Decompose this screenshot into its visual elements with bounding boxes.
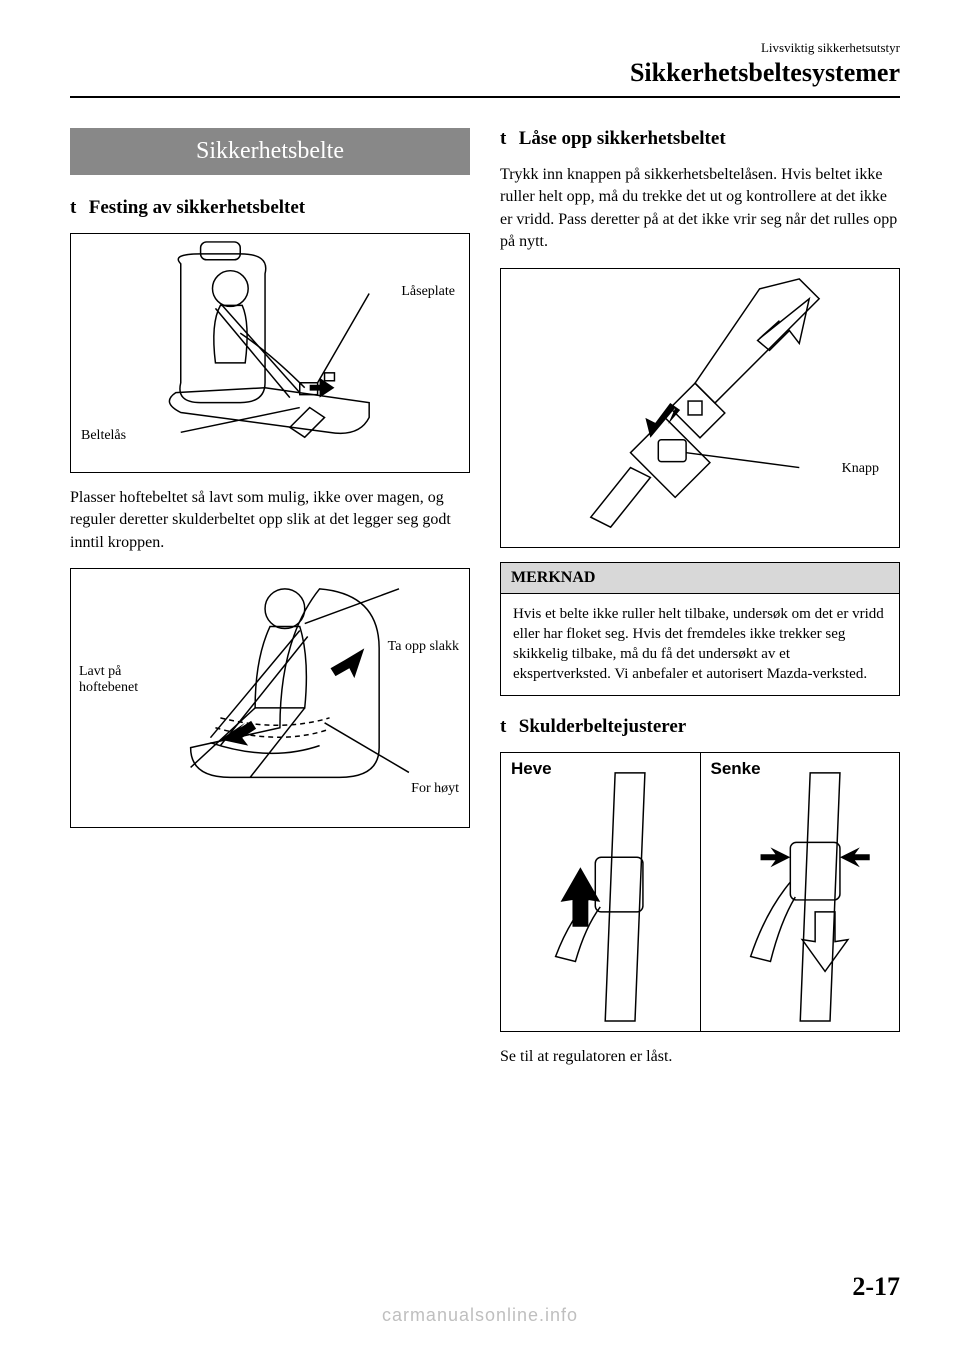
content-columns: Sikkerhetsbelte t Festing av sikkerhetsb… bbox=[70, 128, 900, 1082]
fig3-label-button: Knapp bbox=[842, 461, 879, 477]
subheading-unlock: t Låse opp sikkerhetsbeltet bbox=[500, 128, 900, 150]
fig2-label-too-high: For høyt bbox=[411, 781, 459, 797]
left-column: Sikkerhetsbelte t Festing av sikkerhetsb… bbox=[70, 128, 470, 1082]
figure-belt-position: Lavt på hoftebenet Ta opp slakk For høyt bbox=[70, 568, 470, 828]
subheading-marker: t bbox=[70, 197, 84, 219]
page-header: Livsviktig sikkerhetsutstyr Sikkerhetsbe… bbox=[70, 40, 900, 88]
note-body: Hvis et belte ikke ruller helt tilbake, … bbox=[501, 594, 899, 695]
figure-unlock-svg bbox=[501, 269, 899, 547]
figure-adjuster-lower: Senke bbox=[700, 753, 900, 1031]
subheading-marker: t bbox=[500, 128, 514, 150]
section-title-box: Sikkerhetsbelte bbox=[70, 128, 470, 175]
subheading-text: Festing av sikkerhetsbeltet bbox=[89, 197, 305, 218]
fig4-raise-svg bbox=[501, 753, 700, 1031]
subheading-text: Låse opp sikkerhetsbeltet bbox=[519, 128, 726, 149]
fig1-label-buckle: Beltelås bbox=[81, 428, 126, 444]
header-category: Livsviktig sikkerhetsutstyr bbox=[70, 40, 900, 56]
header-rule bbox=[70, 96, 900, 98]
subheading-fastening: t Festing av sikkerhetsbeltet bbox=[70, 197, 470, 219]
note-box: MERKNAD Hvis et belte ikke ruller helt t… bbox=[500, 562, 900, 696]
figure-adjuster-raise: Heve bbox=[501, 753, 700, 1031]
fig4-lower-svg bbox=[701, 753, 900, 1031]
fig4-label-raise: Heve bbox=[511, 759, 552, 779]
fig2-label-slack: Ta opp slakk bbox=[388, 639, 459, 655]
paragraph-unlock: Trykk inn knappen på sikkerhetsbeltelåse… bbox=[500, 164, 900, 254]
figure-fastening: Låseplate Beltelås bbox=[70, 233, 470, 473]
fig1-label-latchplate: Låseplate bbox=[401, 284, 455, 300]
note-title: MERKNAD bbox=[501, 563, 899, 594]
paragraph-position-belt: Plasser hoftebeltet så lavt som mulig, i… bbox=[70, 487, 470, 554]
page-number: 2-17 bbox=[852, 1272, 900, 1302]
fig4-label-lower: Senke bbox=[711, 759, 761, 779]
figure-fastening-svg bbox=[71, 234, 469, 472]
right-column: t Låse opp sikkerhetsbeltet Trykk inn kn… bbox=[500, 128, 900, 1082]
subheading-marker: t bbox=[500, 716, 514, 738]
subheading-text: Skulderbeltejusterer bbox=[519, 716, 686, 737]
fig2-label-low-hip: Lavt på hoftebenet bbox=[79, 664, 169, 696]
header-title: Sikkerhetsbeltesystemer bbox=[70, 58, 900, 88]
paragraph-adjuster-locked: Se til at regulatoren er låst. bbox=[500, 1046, 900, 1068]
watermark: carmanualsonline.info bbox=[0, 1305, 960, 1326]
figure-belt-position-svg bbox=[71, 569, 469, 827]
subheading-adjuster: t Skulderbeltejusterer bbox=[500, 716, 900, 738]
figure-adjuster: Heve Senke bbox=[500, 752, 900, 1032]
figure-unlock: Knapp bbox=[500, 268, 900, 548]
